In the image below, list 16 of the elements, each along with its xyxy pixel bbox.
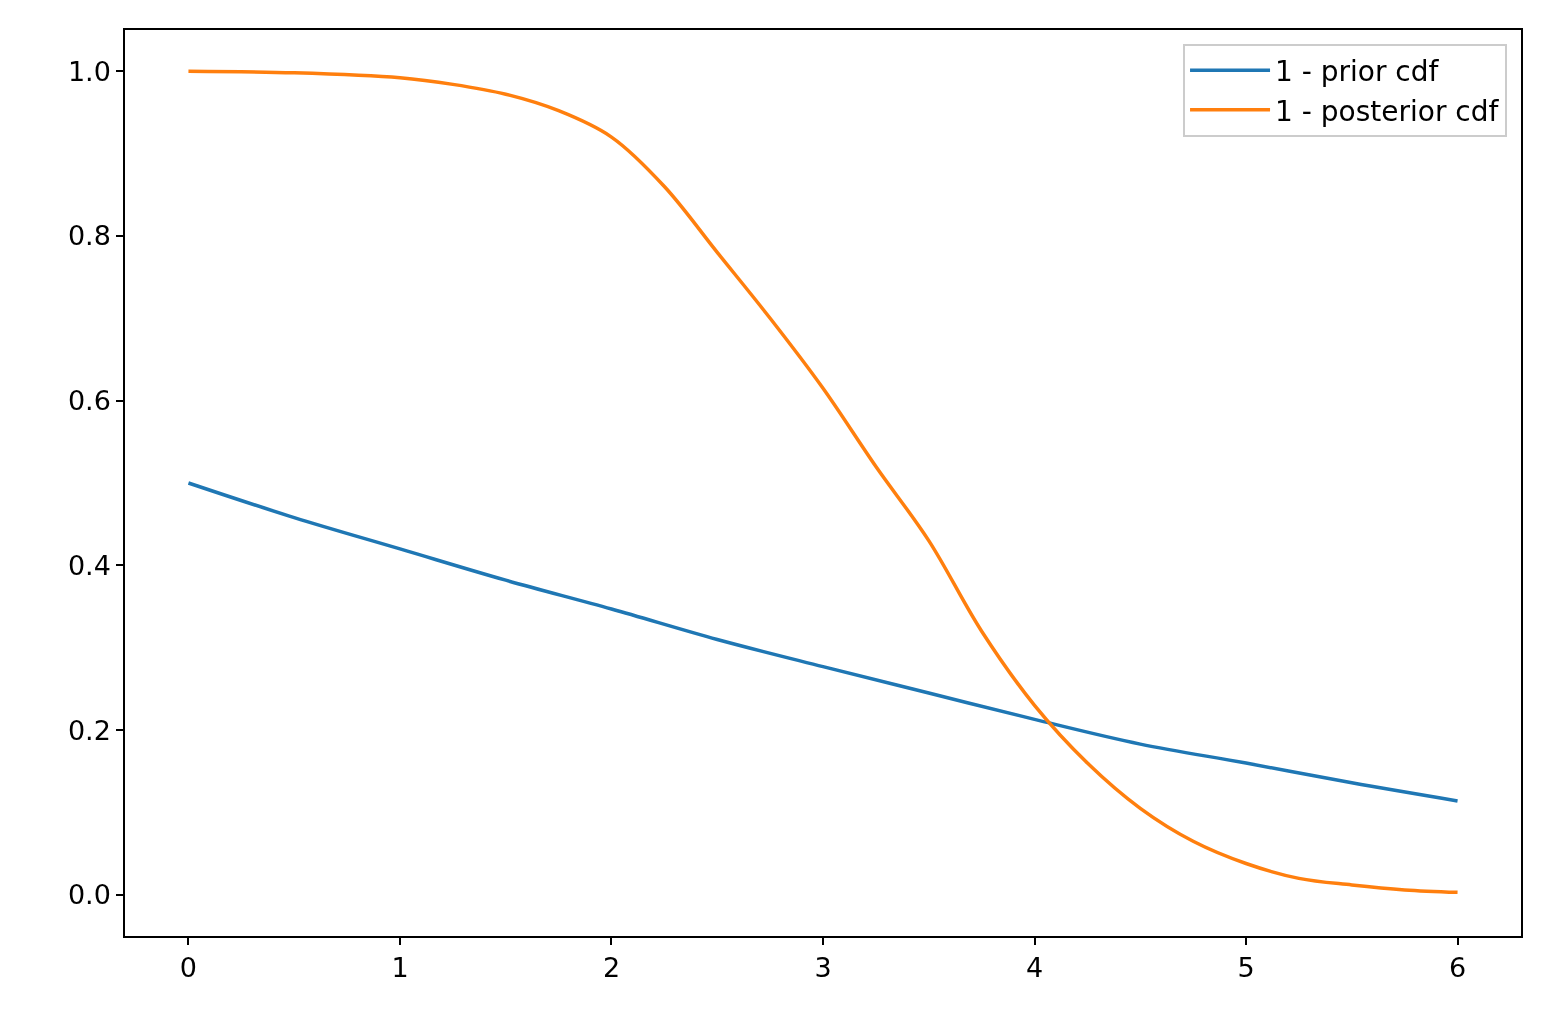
- y-tick-label: 0.8: [67, 220, 111, 252]
- y-tick-label: 0.6: [67, 385, 111, 417]
- x-tick-label: 2: [602, 952, 621, 984]
- x-tick-label: 0: [179, 952, 198, 984]
- y-tick-label: 0.4: [67, 549, 111, 581]
- x-tick-label: 4: [1025, 952, 1044, 984]
- x-tick-label: 3: [814, 952, 832, 984]
- y-tick-label: 0.0: [67, 879, 111, 911]
- y-tick-label: 0.2: [67, 714, 111, 746]
- line-series: [186, 481, 1460, 803]
- y-tick-label: 1.0: [67, 55, 111, 87]
- legend-label: 1 - prior cdf: [1275, 55, 1440, 89]
- x-tick-label: 1: [391, 952, 409, 984]
- x-tick-label: 6: [1448, 952, 1467, 984]
- x-tick-label: 5: [1237, 952, 1255, 984]
- legend-label: 1 - posterior cdf: [1275, 94, 1500, 128]
